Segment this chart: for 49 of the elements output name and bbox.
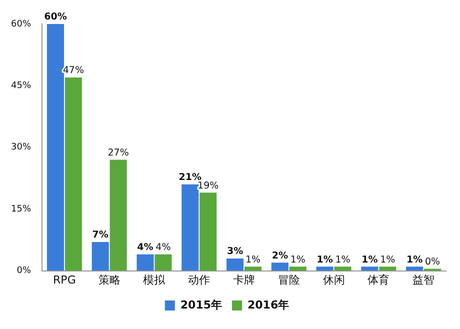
data-label: 1% [335,254,350,266]
data-label: 3% [226,246,244,258]
bar [271,262,288,271]
legend-label: 2016年 [248,298,290,312]
bar [406,266,424,271]
data-label: 1% [362,254,378,266]
x-tick-label: 冒险 [278,273,300,286]
bar [289,266,306,271]
y-tick-label: 60% [10,19,32,30]
x-tick-label: 休闲 [322,273,345,286]
data-label: 4% [137,242,154,254]
bar [154,254,172,271]
data-label: 60% [44,12,68,23]
data-label: 4% [156,242,171,254]
bar [334,266,352,271]
data-label: 0% [424,256,440,268]
data-label: 7% [92,230,109,241]
x-tick-label: 策略 [98,273,120,286]
data-label: 19% [198,180,219,192]
y-tick-label: 0% [16,266,32,276]
data-label: 27% [108,147,129,158]
data-label: 1% [406,254,424,266]
bar [379,266,396,271]
bar [244,266,262,271]
bar [92,242,109,271]
data-label: 1% [316,254,334,266]
bar [361,266,378,271]
bar [182,184,199,271]
bar [46,24,64,271]
bar [226,258,244,271]
bar [136,254,154,271]
data-label: 2% [272,250,288,262]
x-tick-label: 动作 [188,273,210,286]
x-tick-label: 模拟 [143,273,166,286]
x-tick-label: RPG [53,273,76,286]
bar [64,77,82,271]
bar [110,160,127,271]
data-label: 1% [245,254,261,266]
y-tick-label: 30% [10,142,32,153]
y-tick-label: 15% [10,204,32,214]
x-tick-label: 体育 [368,273,390,286]
data-label: 1% [290,254,306,266]
data-label: 1% [380,254,396,266]
bar [316,266,334,271]
x-tick-label: 卡牌 [233,273,255,286]
x-tick-label: 益智 [412,273,435,286]
bar [200,192,217,271]
y-tick-label: 45% [10,81,32,92]
legend-label: 2015年 [180,298,222,312]
